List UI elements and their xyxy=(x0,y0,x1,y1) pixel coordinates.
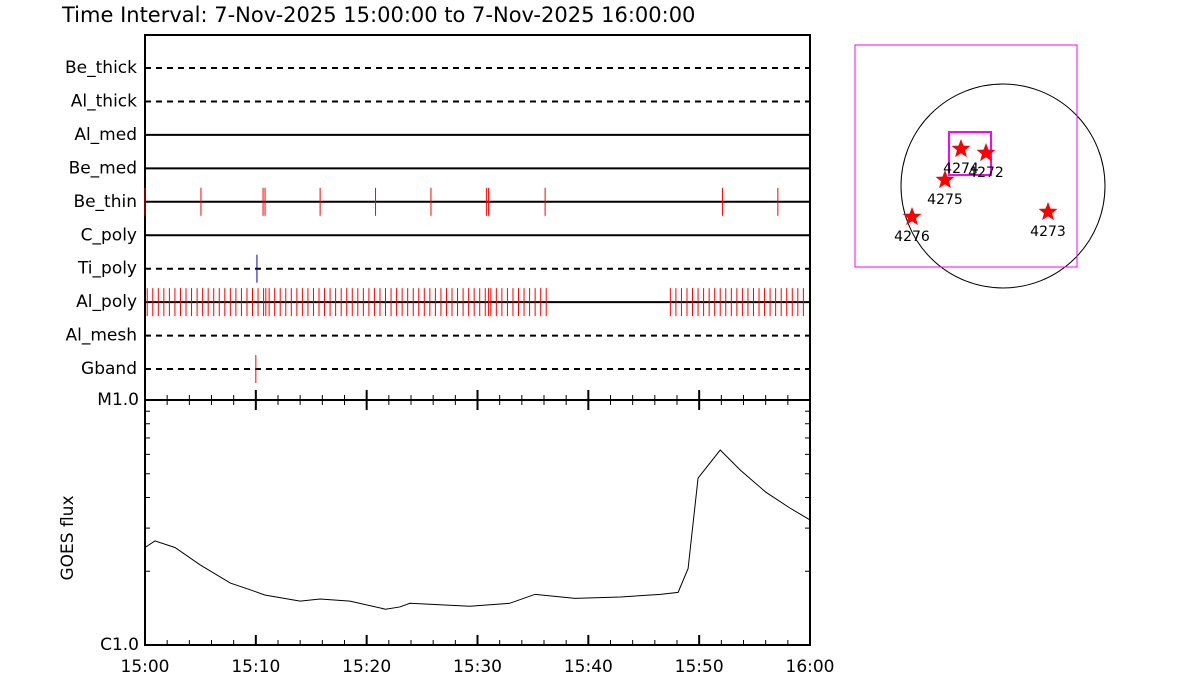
solar-disk xyxy=(900,83,1106,289)
region-star xyxy=(1038,202,1058,221)
region-star xyxy=(951,139,971,158)
region-label: 4272 xyxy=(968,165,1004,181)
region-label: 4275 xyxy=(927,192,963,208)
region-label: 4274 xyxy=(943,161,979,177)
row-label: Be_thin xyxy=(73,192,137,212)
goes-frame xyxy=(144,399,811,646)
region-star xyxy=(976,143,996,162)
region-label: 4276 xyxy=(894,229,930,245)
x-tick-label: 16:00 xyxy=(786,657,835,677)
chart-title: Time Interval: 7-Nov-2025 15:00:00 to 7-… xyxy=(61,3,695,27)
y-tick-label: M1.0 xyxy=(97,390,139,410)
row-label: Al_poly xyxy=(76,292,137,312)
y-axis-label: GOES flux xyxy=(58,495,78,580)
row-label: Gband xyxy=(81,359,137,379)
x-tick-label: 15:50 xyxy=(675,657,724,677)
x-tick-label: 15:10 xyxy=(231,657,280,677)
x-tick-label: 15:20 xyxy=(342,657,391,677)
x-tick-label: 15:40 xyxy=(564,657,613,677)
goes-line xyxy=(144,449,811,610)
row-label: Be_thick xyxy=(65,58,137,78)
row-label: Al_med xyxy=(74,125,137,145)
x-tick-label: 15:30 xyxy=(453,657,502,677)
row-label: Be_med xyxy=(69,158,137,178)
region-star xyxy=(902,207,922,226)
row-label: C_poly xyxy=(81,225,137,245)
y-tick-label: C1.0 xyxy=(100,635,139,655)
row-label: Ti_poly xyxy=(77,259,137,279)
x-tick-label: 15:00 xyxy=(121,657,170,677)
region-star xyxy=(935,170,955,189)
fov-box xyxy=(854,44,1078,268)
row-label: Al_mesh xyxy=(65,326,137,346)
region-label: 4273 xyxy=(1030,224,1066,240)
timeline-frame xyxy=(144,34,811,401)
row-label: Al_thick xyxy=(71,91,137,111)
